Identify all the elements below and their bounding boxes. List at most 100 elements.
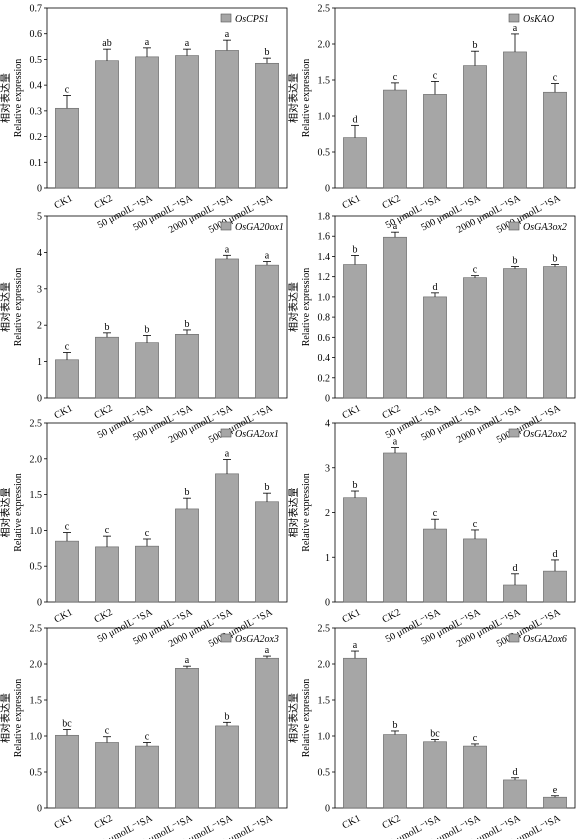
y-tick-label: 0 [325, 394, 330, 405]
bar [215, 473, 239, 603]
panel-osga20ox1: 0 1 2 3 4 5 相对表达量 Relative expression OsGA20ox1 c… [0, 212, 288, 446]
panel-oscps1: 0 0.1 0.2 0.3 0.4 0.5 0.6 0.7 相对表达量 Relative expr… [0, 4, 288, 236]
bar [543, 91, 567, 189]
legend-swatch [220, 633, 232, 643]
y-axis-label-en: Relative expression [13, 679, 24, 758]
plot-frame [334, 7, 576, 189]
significance-letter: b [353, 480, 358, 491]
bar [55, 359, 79, 399]
bar [175, 55, 199, 189]
y-tick-label: 2.0 [318, 660, 331, 671]
bar [463, 745, 487, 809]
legend-swatch [508, 13, 520, 23]
bar [383, 452, 407, 603]
bar [95, 546, 119, 603]
bar [215, 50, 239, 189]
bar [343, 497, 367, 603]
y-tick-label: 2.5 [318, 4, 331, 15]
y-tick-label: 2 [325, 508, 330, 519]
bar [503, 779, 527, 809]
significance-letter: b [393, 720, 398, 731]
significance-letter: c [473, 265, 478, 276]
y-axis-label-en: Relative expression [13, 473, 24, 552]
y-tick-label: 1.0 [318, 112, 331, 123]
x-tick-label: CK2 [93, 607, 115, 626]
y-axis-label-en: Relative expression [301, 268, 312, 347]
significance-letter: c [473, 519, 478, 530]
significance-letter: bc [430, 729, 440, 740]
x-tick-label: CK1 [53, 607, 75, 626]
bar [423, 741, 447, 809]
significance-letter: a [225, 449, 230, 460]
y-axis-label: 相对表达量 [0, 73, 12, 123]
significance-letter: a [265, 645, 270, 656]
y-tick-label: 0.4 [30, 81, 43, 92]
bar [135, 545, 159, 603]
panel-osga2ox2: 0 1 2 3 4 相对表达量 Relative expression OsGA2ox2 b CK… [287, 419, 576, 650]
significance-letter: a [225, 244, 230, 255]
significance-letter: b [105, 322, 110, 333]
x-tick-label: CK2 [381, 193, 403, 212]
bar [55, 107, 79, 189]
significance-letter: c [145, 528, 150, 539]
bar [175, 668, 199, 809]
y-tick-label: 5 [37, 212, 42, 223]
y-tick-label: 0.6 [30, 29, 43, 40]
y-axis-label-en: Relative expression [301, 473, 312, 552]
bar [135, 342, 159, 399]
significance-letter: c [433, 508, 438, 519]
bar [95, 742, 119, 809]
significance-letter: b [513, 256, 518, 267]
legend-label: OsGA20ox1 [235, 222, 284, 233]
y-tick-label: 1.4 [318, 252, 331, 263]
bar [55, 734, 79, 809]
y-axis-label: 相对表达量 [287, 693, 300, 743]
y-tick-label: 2.5 [30, 624, 43, 635]
y-tick-label: 2.0 [318, 40, 331, 51]
bar [175, 508, 199, 603]
y-tick-label: 1.5 [318, 696, 331, 707]
significance-letter: c [145, 731, 150, 742]
significance-letter: b [265, 47, 270, 58]
x-tick-label: CK1 [341, 607, 363, 626]
y-tick-label: 2.5 [30, 419, 43, 430]
x-tick-label: CK1 [341, 813, 363, 832]
y-tick-label: 1.5 [30, 490, 43, 501]
x-tick-label: CK2 [381, 607, 403, 626]
panel-osga2ox3: 0 0.5 1.0 1.5 2.0 2.5 相对表达量 Relative expression… [0, 624, 288, 839]
bar [175, 333, 199, 399]
y-tick-label: 0.1 [30, 158, 43, 169]
significance-letter: c [105, 726, 110, 737]
y-axis-label: 相对表达量 [287, 282, 300, 332]
y-tick-label: 2.0 [30, 660, 43, 671]
significance-letter: d [433, 282, 438, 293]
bar [543, 266, 567, 399]
y-tick-label: 0 [37, 598, 42, 609]
y-tick-label: 1.5 [30, 696, 43, 707]
y-tick-label: 4 [325, 419, 330, 430]
bar [255, 264, 279, 399]
bar [503, 51, 527, 189]
significance-letter: c [65, 522, 70, 533]
y-tick-label: 0.4 [318, 353, 331, 364]
legend-swatch [220, 13, 232, 23]
x-tick-label: CK2 [381, 813, 403, 832]
y-axis-label: 相对表达量 [0, 282, 12, 332]
legend-label: OsKAO [523, 14, 554, 25]
legend-label: OsGA2ox6 [523, 634, 567, 645]
bar [463, 65, 487, 189]
bar [255, 501, 279, 603]
significance-letter: a [393, 221, 398, 232]
bar [95, 60, 119, 189]
plot-frame [46, 627, 288, 809]
y-tick-label: 0.5 [318, 768, 331, 779]
y-tick-label: 1.0 [30, 526, 43, 537]
y-tick-label: 2.5 [318, 624, 331, 635]
y-axis-label: 相对表达量 [287, 73, 300, 123]
y-axis-label-en: Relative expression [13, 268, 24, 347]
y-tick-label: 0.5 [30, 55, 43, 66]
bar [423, 528, 447, 603]
panel-osga2ox1: 0 0.5 1.0 1.5 2.0 2.5 相对表达量 Relative expression… [0, 419, 288, 650]
legend-label: OsGA2ox2 [523, 429, 567, 440]
